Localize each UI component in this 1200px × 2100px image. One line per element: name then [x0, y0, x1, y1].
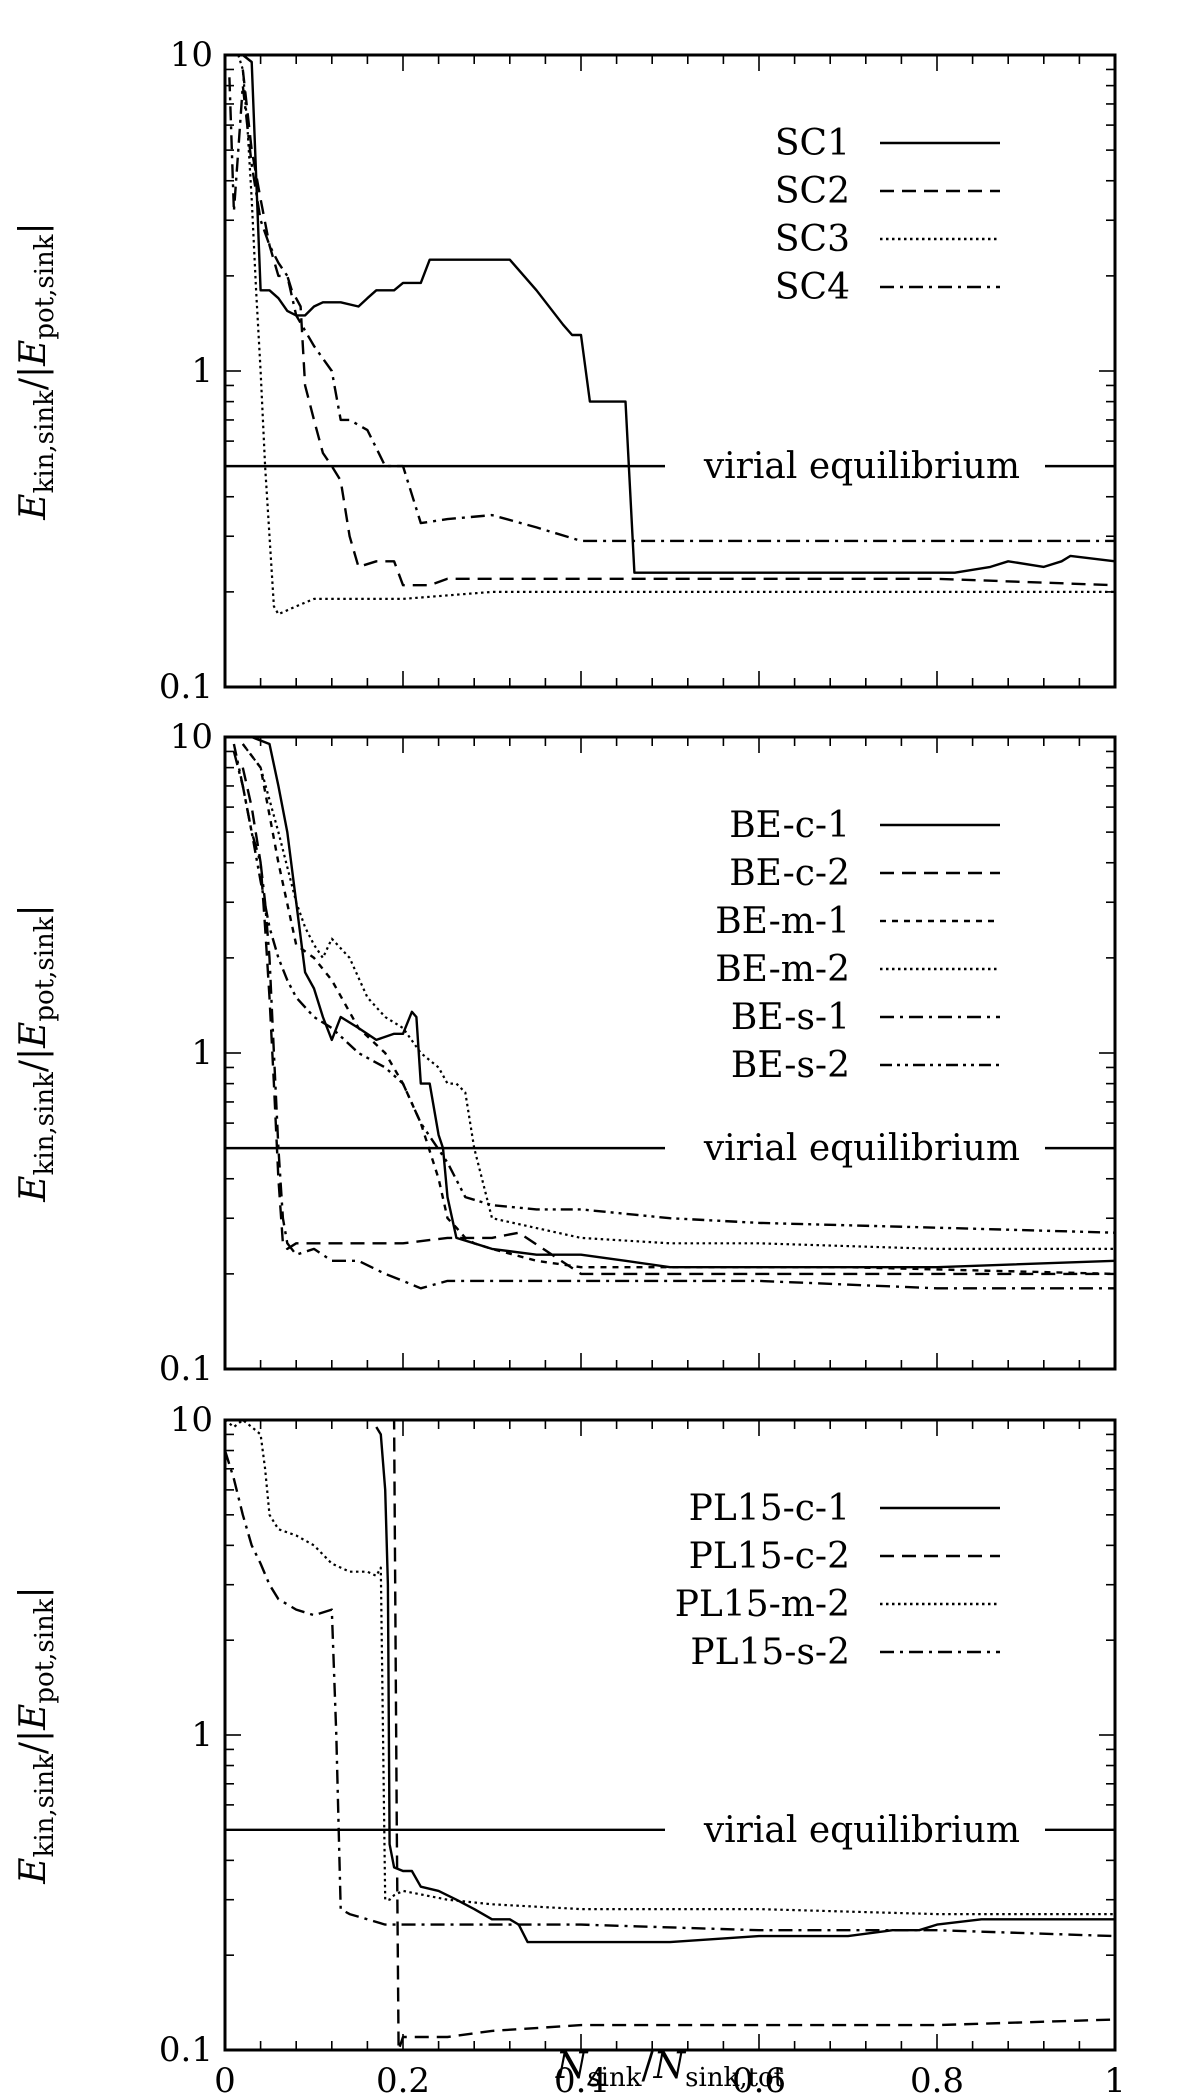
virial-label: virial equilibrium — [703, 1128, 1020, 1169]
panel-middle: 0.1 1 10 Ekin,sink/|Epot,sink| virial equili… — [13, 717, 1117, 1389]
x-tick-label: 0 — [214, 2061, 236, 2100]
y-tick-label: 1 — [191, 1715, 213, 1755]
x-tick-label: 0.4 — [554, 2061, 608, 2100]
virial-label: virial equilibrium — [703, 1810, 1020, 1851]
y-tick-label: 1 — [191, 1033, 213, 1073]
series-line-PL15-s-2 — [223, 1450, 1116, 1938]
y-tick-label: 10 — [170, 717, 213, 757]
series-line-SC4 — [228, 77, 1115, 543]
y-axis-title: Ekin,sink/|Epot,sink| — [13, 1586, 60, 1884]
legend-label-BE-s-1: BE-s-1 — [731, 997, 850, 1038]
virial-label: virial equilibrium — [703, 446, 1020, 487]
legend-label-SC1: SC1 — [775, 123, 850, 164]
legend-label-PL15-m-2: PL15-m-2 — [675, 1584, 850, 1625]
series-line-BE-c-2 — [241, 767, 1115, 1276]
series-line-BE-s-2 — [232, 743, 1116, 1234]
y-tick-label: 0.1 — [159, 2030, 213, 2070]
legend-label-PL15-c-1: PL15-c-1 — [689, 1488, 850, 1529]
legend-label-BE-s-2: BE-s-2 — [731, 1045, 850, 1086]
y-tick-label: 10 — [170, 1400, 213, 1440]
series-line-BE-s-1 — [232, 751, 1115, 1290]
x-tick-label: 1 — [1104, 2061, 1126, 2100]
y-tick-label: 0.1 — [159, 667, 213, 707]
y-axis-title: Ekin,sink/|Epot,sink| — [13, 222, 60, 520]
legend-label-SC3: SC3 — [775, 219, 850, 260]
series-line-SC1 — [242, 54, 1116, 574]
y-tick-label: 1 — [191, 351, 213, 391]
y-tick-label: 0.1 — [159, 1349, 213, 1389]
series-line-PL15-c-1 — [375, 1426, 1115, 1944]
legend-label-BE-c-1: BE-c-1 — [729, 805, 850, 846]
legend-label-BE-m-2: BE-m-2 — [715, 949, 850, 990]
plot-frame — [223, 1418, 1117, 2052]
x-axis-title: Nsink/Nsink,tot — [555, 2046, 785, 2093]
legend-label-SC4: SC4 — [775, 267, 850, 308]
series-line-BE-m-1 — [241, 743, 1116, 1276]
legend-label-PL15-s-2: PL15-s-2 — [690, 1632, 850, 1673]
series-line-BE-c-1 — [251, 735, 1116, 1269]
x-tick-label: 0.6 — [732, 2061, 786, 2100]
legend-label-SC2: SC2 — [775, 171, 850, 212]
series-line-BE-m-2 — [241, 743, 1115, 1250]
legend-label-PL15-c-2: PL15-c-2 — [689, 1536, 850, 1577]
y-axis-title: Ekin,sink/|Epot,sink| — [13, 904, 60, 1202]
x-tick-label: 0.2 — [376, 2061, 430, 2100]
legend-label-BE-m-1: BE-m-1 — [715, 901, 850, 942]
plot-frame — [223, 735, 1117, 1371]
x-tick-label: 0.8 — [910, 2061, 964, 2100]
legend-label-BE-c-2: BE-c-2 — [729, 853, 850, 894]
series-line-SC2 — [241, 69, 1116, 587]
plot-frame — [223, 53, 1117, 689]
series-line-SC3 — [237, 54, 1115, 616]
panel-top: 0.1 1 10 Ekin,sink/|Epot,sink| virial equili… — [13, 35, 1117, 707]
series-line-PL15-c-2 — [389, 1418, 1116, 2052]
y-tick-label: 10 — [170, 35, 213, 75]
